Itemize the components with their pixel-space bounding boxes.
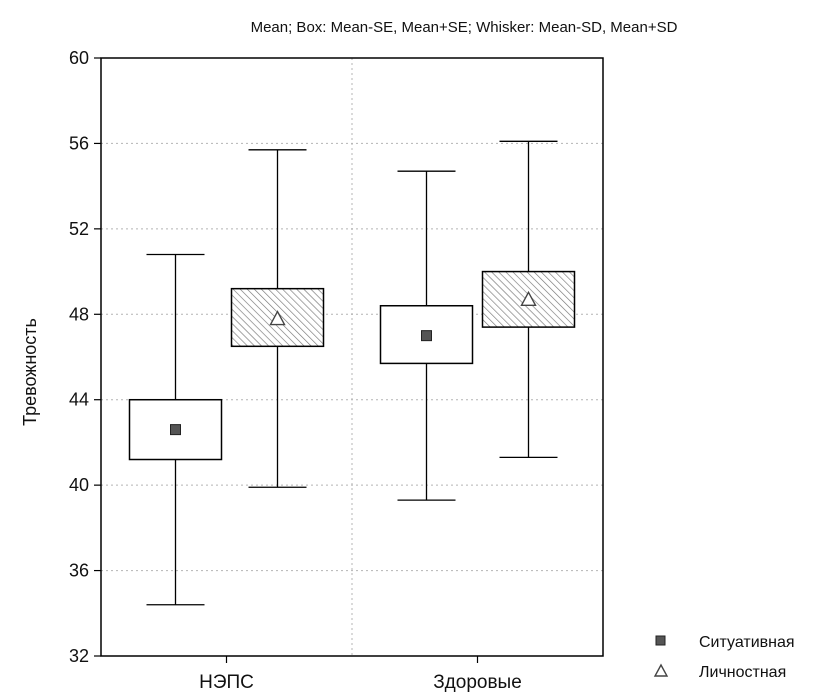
series-1 xyxy=(128,170,474,606)
legend: Ситуативная Личностная xyxy=(653,634,795,681)
mean-marker xyxy=(269,310,286,326)
plot-frame xyxy=(100,57,604,657)
y-tick-label: 60 xyxy=(69,48,89,68)
mean-marker xyxy=(421,330,432,342)
legend-marker xyxy=(653,663,669,677)
x-tick-label: Здоровые xyxy=(433,672,522,693)
x-tick-label: НЭПС xyxy=(199,672,254,693)
chart-title: Mean; Box: Mean-SE, Mean+SE; Whisker: Me… xyxy=(251,19,678,36)
series-2 xyxy=(230,140,576,488)
mean-marker xyxy=(170,424,181,436)
y-axis-label: Тревожность xyxy=(20,318,40,426)
legend-label: Ситуативная xyxy=(699,634,795,651)
grid xyxy=(101,58,603,656)
y-axis-ticks: 32 36 40 44 48 52 56 60 xyxy=(69,48,101,666)
x-axis-categories: НЭПС Здоровые xyxy=(199,656,522,693)
mean-marker xyxy=(520,290,537,307)
y-tick-label: 36 xyxy=(69,561,89,581)
legend-marker xyxy=(655,635,666,646)
y-tick-label: 52 xyxy=(69,219,89,239)
series-boxes xyxy=(128,140,576,606)
y-tick-label: 48 xyxy=(69,304,89,324)
plot-border xyxy=(100,57,604,657)
y-tick-label: 56 xyxy=(69,133,89,153)
y-tick-label: 44 xyxy=(69,390,89,410)
y-tick-label: 40 xyxy=(69,475,89,495)
y-tick-label: 32 xyxy=(69,646,89,666)
legend-label: Личностная xyxy=(699,664,786,681)
